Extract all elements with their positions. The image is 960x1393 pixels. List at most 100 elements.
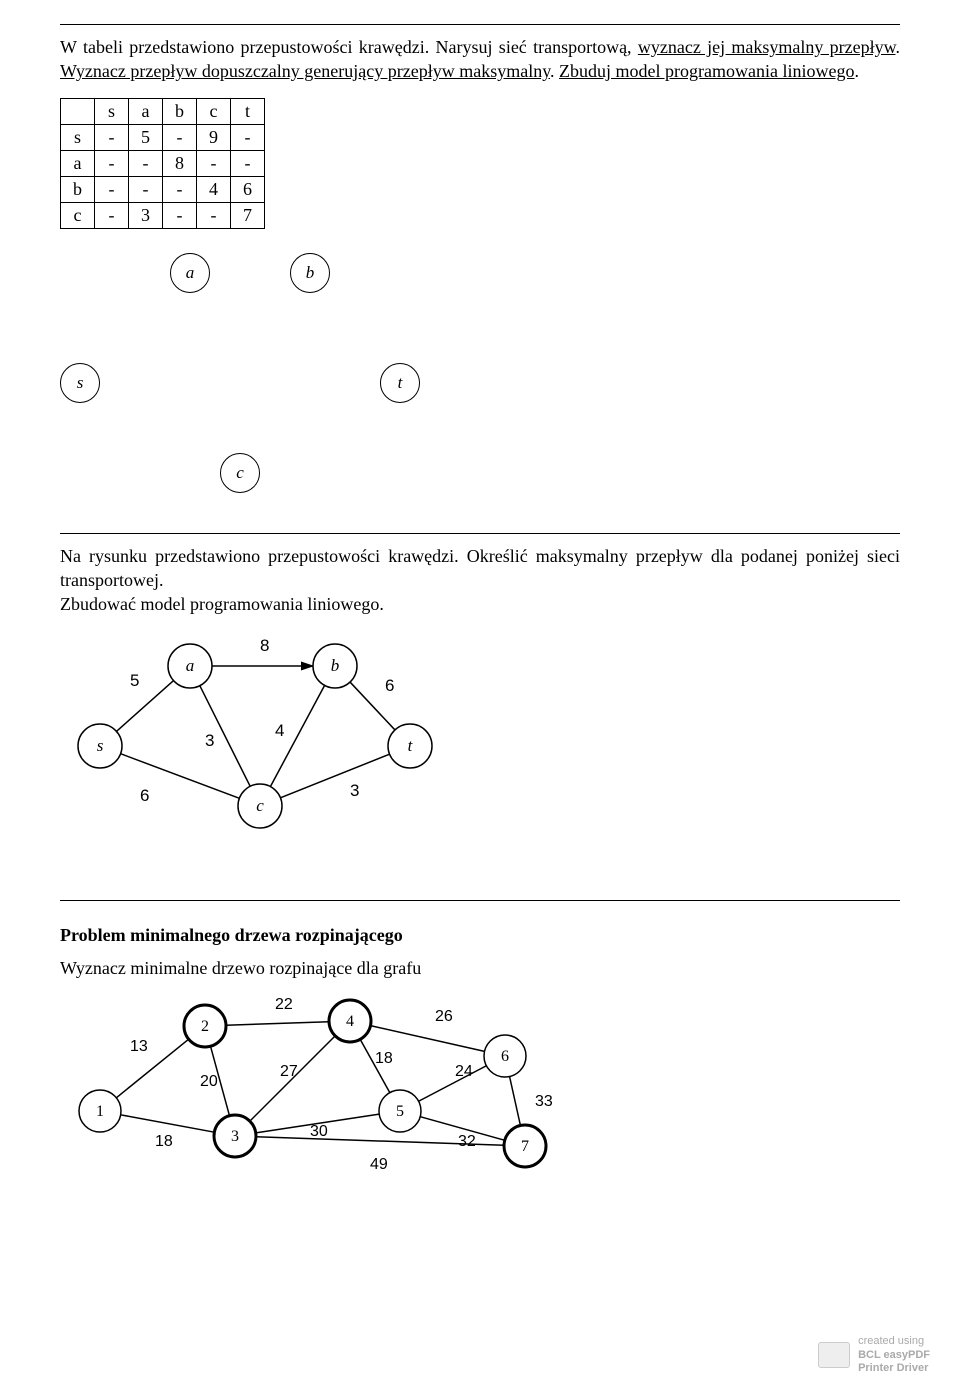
table-row: s-5-9- — [61, 124, 265, 150]
graph-edge — [226, 1022, 329, 1026]
edge-label: 18 — [155, 1133, 173, 1150]
watermark-line: Printer Driver — [858, 1362, 930, 1375]
edge-label: 32 — [458, 1133, 476, 1150]
table-row: b---46 — [61, 176, 265, 202]
table-cell: - — [163, 176, 197, 202]
table-row: c-3--7 — [61, 202, 265, 228]
node-label: c — [256, 796, 264, 815]
table-header-cell: t — [231, 98, 265, 124]
table-cell: - — [197, 202, 231, 228]
node-label: 3 — [231, 1128, 239, 1145]
edge-label: 6 — [385, 676, 394, 695]
graph-edge — [121, 1115, 215, 1132]
section-divider — [60, 24, 900, 25]
graph-edge — [510, 1076, 521, 1125]
table-header-cell: a — [129, 98, 163, 124]
section1-paragraph: W tabeli przedstawiono przepustowości kr… — [60, 35, 900, 84]
graph-edge — [116, 1039, 188, 1098]
table-cell: - — [231, 124, 265, 150]
capacity-table: sabcts-5-9-a--8--b---46c-3--7 — [60, 98, 265, 229]
graph-edge — [280, 755, 389, 799]
section3-paragraph: Wyznacz minimalne drzewo rozpinające dla… — [60, 956, 900, 980]
table-cell: - — [231, 150, 265, 176]
text: W tabeli przedstawiono przepustowości kr… — [60, 37, 638, 57]
table-cell: - — [95, 202, 129, 228]
edge-label: 24 — [455, 1063, 473, 1080]
edge-label: 5 — [130, 671, 139, 690]
edge-label: 27 — [280, 1063, 298, 1080]
table-cell: - — [95, 124, 129, 150]
graph2-flow-network: 5683463sabct — [60, 626, 900, 836]
table-header-cell: s — [95, 98, 129, 124]
edge-label: 3 — [205, 731, 214, 750]
text-underline: Zbuduj model programowania liniowego — [559, 61, 854, 81]
table-cell: 8 — [163, 150, 197, 176]
graph-node-s: s — [60, 363, 100, 403]
graph-edge — [370, 1025, 484, 1051]
edge-label: 3 — [350, 781, 359, 800]
edge-label: 22 — [275, 996, 293, 1013]
edge-label: 30 — [310, 1123, 328, 1140]
node-label: 6 — [501, 1048, 509, 1065]
table-cell: b — [61, 176, 95, 202]
text-underline: Wyznacz przepływ dopuszczalny generujący… — [60, 61, 550, 81]
edge-label: 8 — [260, 636, 269, 655]
edge-label: 33 — [535, 1093, 553, 1110]
edge-label: 26 — [435, 1008, 453, 1025]
table-cell: 3 — [129, 202, 163, 228]
table-cell: 5 — [129, 124, 163, 150]
section2-paragraph: Na rysunku przedstawiono przepustowości … — [60, 544, 900, 617]
table-cell: c — [61, 202, 95, 228]
graph1-network: a b s t c — [60, 243, 460, 513]
table-cell: - — [197, 150, 231, 176]
node-label: 2 — [201, 1018, 209, 1035]
text: . — [550, 61, 559, 81]
table-cell: - — [129, 150, 163, 176]
watermark-line: created using — [858, 1335, 930, 1348]
table-header-cell — [61, 98, 95, 124]
text: . — [854, 61, 859, 81]
section-divider — [60, 533, 900, 534]
graph-edge — [419, 1066, 487, 1102]
edge-label: 6 — [140, 786, 149, 805]
watermark-line: BCL easyPDF — [858, 1349, 930, 1362]
edge-label: 4 — [275, 721, 284, 740]
table-row: a--8-- — [61, 150, 265, 176]
node-label: 4 — [346, 1013, 354, 1030]
printer-icon — [818, 1342, 850, 1368]
table-cell: - — [163, 202, 197, 228]
node-label: 1 — [96, 1103, 104, 1120]
graph-node-c: c — [220, 453, 260, 493]
node-label: s — [97, 736, 104, 755]
table-cell: 4 — [197, 176, 231, 202]
table-cell: s — [61, 124, 95, 150]
text-underline: wyznacz jej maksymalny przepływ — [638, 37, 896, 57]
table-header-cell: b — [163, 98, 197, 124]
table-cell: - — [129, 176, 163, 202]
text: . — [895, 37, 900, 57]
node-label: 5 — [396, 1103, 404, 1120]
pdf-watermark: created using BCL easyPDF Printer Driver — [818, 1335, 930, 1375]
table-cell: - — [95, 176, 129, 202]
node-label: 7 — [521, 1138, 529, 1155]
table-cell: 7 — [231, 202, 265, 228]
edge-label: 13 — [130, 1038, 148, 1055]
table-header-cell: c — [197, 98, 231, 124]
graph-node-a: a — [170, 253, 210, 293]
graph-node-b: b — [290, 253, 330, 293]
graph-node-t: t — [380, 363, 420, 403]
graph-edge — [116, 681, 173, 732]
graph3-spanning-tree: 13 18 20 22 27 30 49 18 26 24 32 33 1 2 3 4 5 6 7 — [60, 991, 900, 1191]
table-cell: - — [95, 150, 129, 176]
table-cell: - — [163, 124, 197, 150]
edge-label: 18 — [375, 1050, 393, 1067]
graph-edge — [121, 754, 240, 799]
edge-label: 20 — [200, 1073, 218, 1090]
table-cell: 9 — [197, 124, 231, 150]
edge-label: 49 — [370, 1156, 388, 1173]
table-cell: a — [61, 150, 95, 176]
section-divider — [60, 900, 900, 901]
section3-title: Problem minimalnego drzewa rozpinającego — [60, 925, 900, 946]
node-label: a — [186, 656, 195, 675]
node-label: b — [331, 656, 340, 675]
